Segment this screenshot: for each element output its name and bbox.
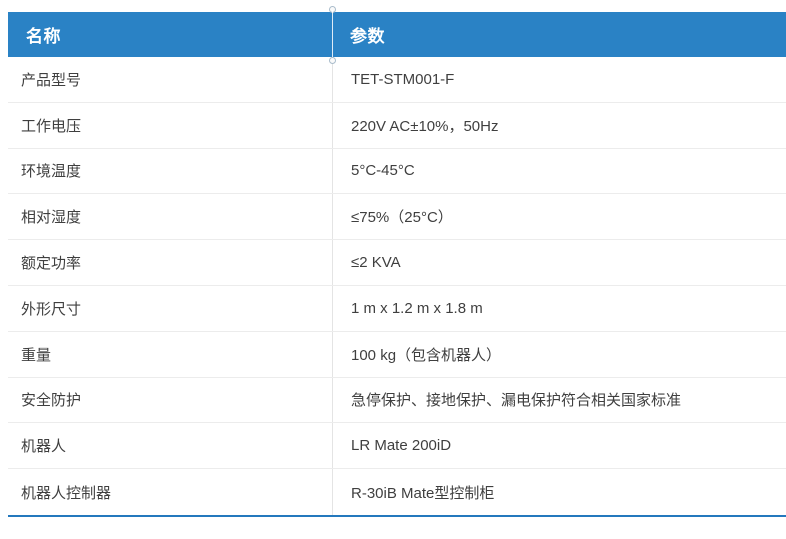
- spec-name-cell: 额定功率: [21, 255, 82, 273]
- spec-value-cell: 急停保护、接地保护、漏电保护符合相关国家标准: [332, 377, 786, 423]
- spec-value-cell: TET-STM001-F: [332, 57, 786, 102]
- spec-name-cell: 安全防护: [21, 392, 82, 410]
- spec-value-cell: ≤75%（25°C）: [332, 194, 786, 240]
- table-row: 环境温度 5°C-45°C: [8, 148, 786, 195]
- spec-name-cell: 重量: [21, 346, 52, 364]
- table-row: 外形尺寸 1 m x 1.2 m x 1.8 m: [8, 285, 786, 332]
- table-row: 产品型号 TET-STM001-F: [8, 57, 786, 103]
- spec-value-cell: LR Mate 200iD: [332, 423, 786, 469]
- table-row: 重量 100 kg（包含机器人）: [8, 331, 786, 378]
- resize-handle-bottom-dot[interactable]: [329, 57, 336, 64]
- table-row: 机器人 LR Mate 200iD: [8, 423, 786, 470]
- header-name-cell: 名称: [26, 27, 61, 46]
- column-resize-handle[interactable]: [329, 6, 337, 64]
- spec-value-cell: 100 kg（包含机器人）: [332, 331, 786, 377]
- spec-value-cell: 1 m x 1.2 m x 1.8 m: [332, 285, 786, 331]
- spec-name-cell: 机器人: [21, 438, 67, 456]
- resize-handle-line: [332, 10, 333, 60]
- spec-value-cell: ≤2 KVA: [332, 240, 786, 285]
- spec-name-cell: 工作电压: [21, 117, 82, 135]
- spec-table: 名称 参数 产品型号 TET-STM001-F 工作电压 220V AC±10%…: [8, 6, 786, 517]
- table-row: 额定功率 ≤2 KVA: [8, 240, 786, 286]
- table-row: 工作电压 220V AC±10%，50Hz: [8, 102, 786, 149]
- table-header-row: 名称 参数: [8, 12, 786, 57]
- table-body: 产品型号 TET-STM001-F 工作电压 220V AC±10%，50Hz …: [8, 57, 786, 515]
- header-param-cell: 参数: [350, 27, 385, 46]
- spec-name-cell: 产品型号: [21, 71, 82, 89]
- spec-name-cell: 环境温度: [21, 163, 82, 181]
- spec-name-cell: 相对湿度: [21, 209, 82, 227]
- spec-name-cell: 机器人控制器: [21, 484, 112, 502]
- spec-value-cell: 5°C-45°C: [332, 148, 786, 194]
- table-row: 安全防护 急停保护、接地保护、漏电保护符合相关国家标准: [8, 377, 786, 424]
- table-row: 机器人控制器 R-30iB Mate型控制柜: [8, 469, 786, 515]
- spec-value-cell: 220V AC±10%，50Hz: [332, 102, 786, 148]
- table-row: 相对湿度 ≤75%（25°C）: [8, 194, 786, 241]
- spec-name-cell: 外形尺寸: [21, 300, 82, 318]
- spec-value-cell: R-30iB Mate型控制柜: [332, 469, 786, 515]
